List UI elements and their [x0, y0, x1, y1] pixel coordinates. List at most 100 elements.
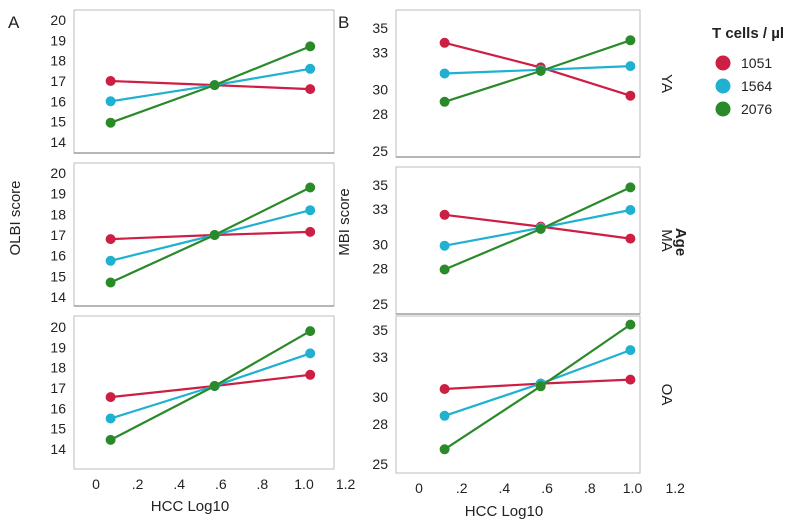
- ytick-label-A-oa-17: 17: [50, 380, 66, 396]
- data-point-B-ma-2076-1: [535, 224, 546, 234]
- ytick-label-A-oa-19: 19: [50, 339, 66, 355]
- facet-label-oa: OA: [658, 384, 675, 406]
- data-point-A-ma-2076-1: [209, 230, 220, 240]
- xtick-label-B-6: 1.2: [665, 480, 685, 496]
- data-point-B-ya-1051-2: [625, 90, 636, 101]
- data-point-B-ya-2076-1: [535, 66, 546, 76]
- xtick-label-B-3: .6: [541, 480, 553, 496]
- data-point-B-ma-2076-0: [439, 264, 450, 275]
- data-point-A-oa-2076-2: [305, 326, 316, 337]
- ytick-label-A-ma-20: 20: [50, 165, 66, 181]
- xtick-label-A-1: .2: [132, 476, 144, 492]
- legend-marker-2076: [715, 101, 731, 117]
- data-point-A-ya-2076-2: [305, 41, 316, 52]
- ytick-label-A-oa-15: 15: [50, 421, 66, 437]
- data-point-A-ya-2076-0: [105, 117, 116, 128]
- data-point-B-ya-2076-2: [625, 35, 636, 46]
- data-point-A-ma-1564-2: [305, 205, 316, 216]
- ytick-label-B-ma-25: 25: [372, 296, 388, 312]
- xtick-label-B-1: .2: [456, 480, 468, 496]
- panel-B-ma-frame: [395, 166, 641, 315]
- facet-label-ya: YA: [658, 74, 675, 93]
- ytick-label-B-ya-33: 33: [372, 45, 388, 61]
- ytick-label-B-ma-35: 35: [372, 177, 388, 193]
- xtick-label-B-2: .4: [499, 480, 511, 496]
- ytick-label-B-ya-28: 28: [372, 106, 388, 122]
- data-point-A-ya-2076-1: [209, 80, 220, 91]
- data-point-B-ma-1564-0: [439, 240, 450, 251]
- ytick-label-A-ya-20: 20: [50, 12, 66, 28]
- ytick-label-B-ma-28: 28: [372, 260, 388, 276]
- data-point-A-oa-2076-0: [105, 434, 116, 445]
- data-point-B-oa-2076-2: [625, 319, 636, 330]
- ytick-label-A-ma-16: 16: [50, 248, 66, 264]
- ytick-label-B-ma-33: 33: [372, 201, 388, 217]
- data-point-B-ya-2076-0: [439, 96, 450, 107]
- data-point-B-oa-1564-2: [625, 345, 636, 356]
- xtick-label-A-5: 1.0: [294, 476, 314, 492]
- ytick-label-B-ya-25: 25: [372, 143, 388, 159]
- panel-B-ya-frame: [395, 9, 641, 158]
- yaxis-label-B: MBI score: [336, 188, 353, 256]
- panel-B-oa-frame: [395, 315, 641, 474]
- ytick-label-A-oa-16: 16: [50, 400, 66, 416]
- ytick-label-B-oa-30: 30: [372, 389, 388, 405]
- xaxis-label-B: HCC Log10: [465, 503, 543, 520]
- ytick-label-B-oa-25: 25: [372, 456, 388, 472]
- data-point-A-oa-1051-0: [105, 392, 116, 403]
- panel-label-B: B: [338, 13, 349, 32]
- data-point-A-ma-2076-2: [305, 182, 316, 193]
- data-point-B-ya-1051-0: [439, 37, 450, 48]
- ytick-label-B-ya-30: 30: [372, 82, 388, 98]
- ytick-label-A-ma-17: 17: [50, 227, 66, 243]
- data-point-A-ma-2076-0: [105, 277, 116, 288]
- legend-marker-1051: [715, 55, 731, 71]
- data-point-A-ya-1051-0: [105, 76, 116, 86]
- ytick-label-A-oa-20: 20: [50, 319, 66, 335]
- ytick-label-A-ma-19: 19: [50, 186, 66, 202]
- data-point-B-ma-1564-2: [625, 205, 636, 215]
- data-point-A-ma-1051-2: [305, 226, 316, 237]
- data-point-B-ma-1051-2: [625, 233, 636, 244]
- ytick-label-A-oa-18: 18: [50, 360, 66, 376]
- data-point-B-ma-2076-2: [625, 182, 636, 193]
- xtick-label-A-3: .6: [215, 476, 227, 492]
- data-point-B-ya-1564-0: [439, 68, 450, 79]
- data-point-B-ya-1564-2: [625, 61, 636, 72]
- ytick-label-A-ma-15: 15: [50, 268, 66, 284]
- ytick-label-B-ma-30: 30: [372, 237, 388, 253]
- legend-marker-1564: [715, 78, 731, 94]
- xtick-label-B-5: 1.0: [623, 480, 643, 496]
- facet-group-label: Age: [672, 228, 689, 256]
- ytick-label-A-ya-19: 19: [50, 32, 66, 48]
- ytick-label-B-oa-33: 33: [372, 349, 388, 365]
- xtick-label-A-0: 0: [92, 476, 100, 492]
- ytick-label-A-ya-14: 14: [50, 134, 66, 150]
- xtick-label-B-4: .8: [584, 480, 596, 496]
- facet-label-ma: MA: [658, 229, 675, 252]
- data-point-B-oa-2076-1: [535, 381, 546, 392]
- ytick-label-B-ya-35: 35: [372, 20, 388, 36]
- yaxis-label-A: OLBI score: [7, 180, 24, 255]
- ytick-label-A-ma-14: 14: [50, 289, 66, 305]
- data-point-A-oa-1051-2: [305, 369, 316, 380]
- data-point-B-oa-1564-0: [439, 410, 450, 421]
- ytick-label-A-ma-18: 18: [50, 206, 66, 222]
- ytick-label-B-oa-28: 28: [372, 416, 388, 432]
- data-point-A-oa-1564-2: [305, 348, 316, 359]
- xtick-label-A-2: .4: [173, 476, 185, 492]
- data-point-B-ma-1051-0: [439, 209, 450, 220]
- data-point-B-oa-1051-0: [439, 384, 450, 394]
- panel-label-A: A: [8, 13, 20, 32]
- legend-title: T cells / µl: [712, 25, 784, 42]
- legend-label-1051: 1051: [741, 55, 772, 71]
- data-point-A-ma-1051-0: [105, 234, 116, 245]
- ytick-label-A-oa-14: 14: [50, 441, 66, 457]
- data-point-A-oa-2076-1: [209, 381, 220, 391]
- ytick-label-A-ya-16: 16: [50, 93, 66, 109]
- xaxis-label-A: HCC Log10: [151, 498, 229, 515]
- ytick-label-A-ya-15: 15: [50, 114, 66, 130]
- data-point-A-ma-1564-0: [105, 255, 116, 266]
- ytick-label-B-oa-35: 35: [372, 322, 388, 338]
